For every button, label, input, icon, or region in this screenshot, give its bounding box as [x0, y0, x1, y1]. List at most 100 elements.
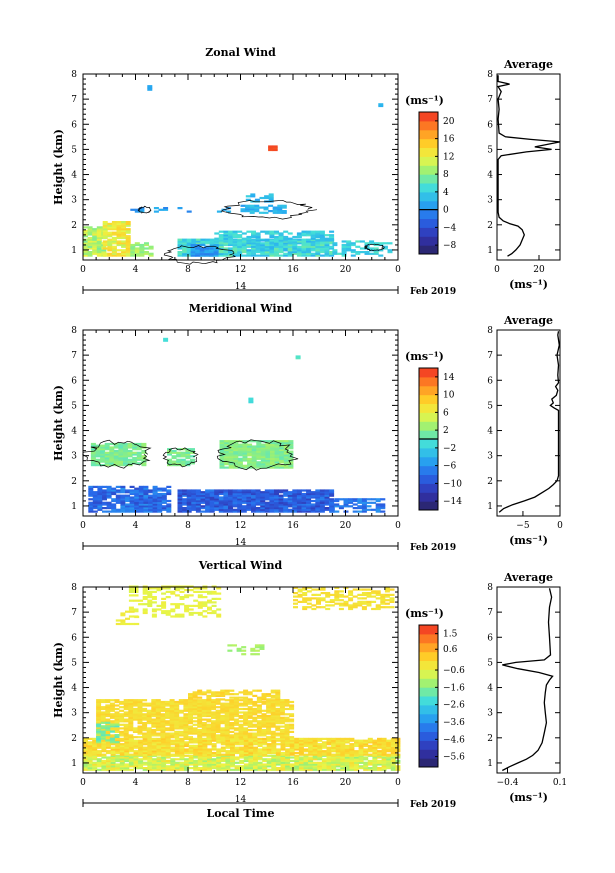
x-axis-label: Local Time	[207, 807, 275, 820]
heatmap-cell	[266, 722, 272, 725]
heatmap-cell	[115, 746, 121, 749]
heatmap-cell	[363, 768, 369, 771]
heatmap-cell	[209, 238, 215, 241]
heatmap-cell	[265, 452, 271, 455]
heatmap-cell	[207, 765, 212, 768]
heatmap-cell	[119, 700, 125, 704]
heatmap-cell	[346, 240, 352, 243]
heatmap-cell	[195, 242, 201, 245]
heatmap-cell	[390, 758, 396, 761]
heatmap-cell	[287, 251, 293, 254]
heatmap-cell	[237, 454, 243, 457]
heatmap-cell	[253, 739, 258, 742]
heatmap-cell	[378, 104, 384, 108]
heatmap-cell	[334, 595, 340, 598]
heatmap-cell	[230, 751, 235, 755]
heatmap-cell	[320, 586, 326, 589]
heatmap-cell	[287, 499, 293, 503]
heatmap-cell	[321, 751, 327, 755]
heatmap-cell	[279, 441, 285, 445]
heatmap-cell	[316, 606, 321, 609]
heatmap-cell	[157, 496, 163, 499]
heatmap-cell	[238, 696, 244, 699]
heatmap-cell	[218, 252, 224, 255]
heatmap-cell	[382, 242, 388, 245]
heatmap-cell	[165, 700, 170, 704]
heatmap-cell	[100, 453, 106, 456]
heatmap-cell	[177, 251, 183, 254]
heatmap-cell	[116, 222, 122, 225]
heatmap-cell	[255, 232, 261, 235]
heatmap-cell	[138, 744, 144, 747]
heatmap-cell	[303, 765, 309, 768]
heatmap-cell	[390, 768, 396, 771]
heatmap-cell	[246, 235, 252, 239]
heatmap-cell	[271, 761, 277, 764]
heatmap-cell	[384, 606, 390, 609]
heatmap-cell	[207, 751, 212, 755]
heatmap-cell	[96, 713, 102, 716]
heatmap-cell	[377, 761, 382, 764]
heatmap-cell	[206, 704, 212, 707]
heatmap-cell	[241, 496, 247, 499]
heatmap-cell	[146, 722, 152, 725]
heatmap-cell	[279, 466, 285, 469]
heatmap-cell	[324, 508, 330, 511]
heatmap-cell	[96, 741, 102, 744]
heatmap-cell	[174, 748, 180, 751]
heatmap-cell	[301, 230, 307, 233]
heatmap-cell	[363, 765, 369, 768]
heatmap-cell	[306, 489, 312, 492]
heatmap-cell	[201, 707, 207, 711]
heatmap-cell	[179, 761, 185, 764]
heatmap-cell	[264, 507, 270, 510]
heatmap-cell	[146, 732, 152, 735]
heatmap-cell	[223, 499, 229, 503]
profile-y-tick-label: 7	[487, 351, 493, 361]
heatmap-cell	[119, 751, 125, 755]
heatmap-cell	[197, 699, 203, 702]
heatmap-cell	[297, 595, 303, 598]
heatmap-cell	[132, 736, 138, 739]
heatmap-cell	[358, 750, 364, 753]
heatmap-cell	[348, 505, 354, 508]
heatmap-cell	[202, 603, 208, 606]
heatmap-cell	[268, 145, 274, 148]
heatmap-cell	[207, 599, 212, 602]
heatmap-cell	[102, 489, 107, 492]
heatmap-cell	[87, 756, 93, 759]
heatmap-cell	[247, 709, 253, 712]
heatmap-cell	[264, 496, 270, 499]
heatmap-cell	[256, 716, 262, 719]
heatmap-cell	[274, 489, 279, 492]
heatmap-cell	[142, 741, 148, 744]
heatmap-cell	[197, 606, 203, 609]
heatmap-cell	[319, 489, 325, 492]
heatmap-cell	[186, 498, 192, 501]
heatmap-cell	[331, 759, 337, 763]
heatmap-cell	[269, 494, 275, 497]
heatmap-cell	[142, 592, 148, 595]
heatmap-cell	[377, 746, 382, 749]
heatmap-cell	[274, 454, 280, 457]
heatmap-cell	[105, 730, 111, 733]
heatmap-cell	[229, 707, 235, 711]
heatmap-cell	[177, 252, 183, 255]
heatmap-cell	[229, 736, 235, 739]
heatmap-cell	[292, 242, 298, 245]
heatmap-cell	[188, 722, 193, 725]
heatmap-cell	[87, 768, 93, 771]
heatmap-cell	[237, 247, 243, 250]
heatmap-cell	[128, 590, 134, 593]
colorbar-band	[419, 633, 438, 644]
heatmap-cell	[179, 596, 185, 599]
heatmap-cell	[240, 208, 246, 211]
heatmap-cell	[92, 758, 98, 761]
heatmap-cell	[381, 754, 387, 757]
heatmap-cell	[220, 753, 226, 756]
heatmap-cell	[274, 243, 279, 247]
heatmap-cell	[224, 709, 230, 712]
heatmap-cell	[253, 767, 258, 770]
heatmap-cell	[224, 463, 230, 466]
heatmap-cell	[341, 240, 347, 243]
